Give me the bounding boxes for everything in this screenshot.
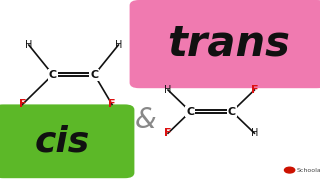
Text: F: F — [108, 99, 116, 109]
Text: Schoolas: Schoolas — [296, 168, 320, 173]
FancyBboxPatch shape — [0, 104, 134, 178]
Text: C: C — [49, 70, 57, 80]
Text: C: C — [228, 107, 236, 117]
Text: C: C — [186, 107, 195, 117]
Text: F: F — [251, 85, 258, 95]
Text: cis: cis — [35, 124, 90, 158]
Text: F: F — [164, 128, 172, 138]
Text: C: C — [90, 70, 99, 80]
Text: H: H — [164, 85, 172, 95]
Text: F: F — [19, 99, 26, 109]
Text: &: & — [135, 106, 156, 134]
Text: trans: trans — [167, 22, 290, 64]
Circle shape — [284, 167, 295, 173]
Text: H: H — [115, 40, 122, 50]
Text: H: H — [251, 128, 258, 138]
Text: H: H — [25, 40, 33, 50]
FancyBboxPatch shape — [130, 0, 320, 88]
